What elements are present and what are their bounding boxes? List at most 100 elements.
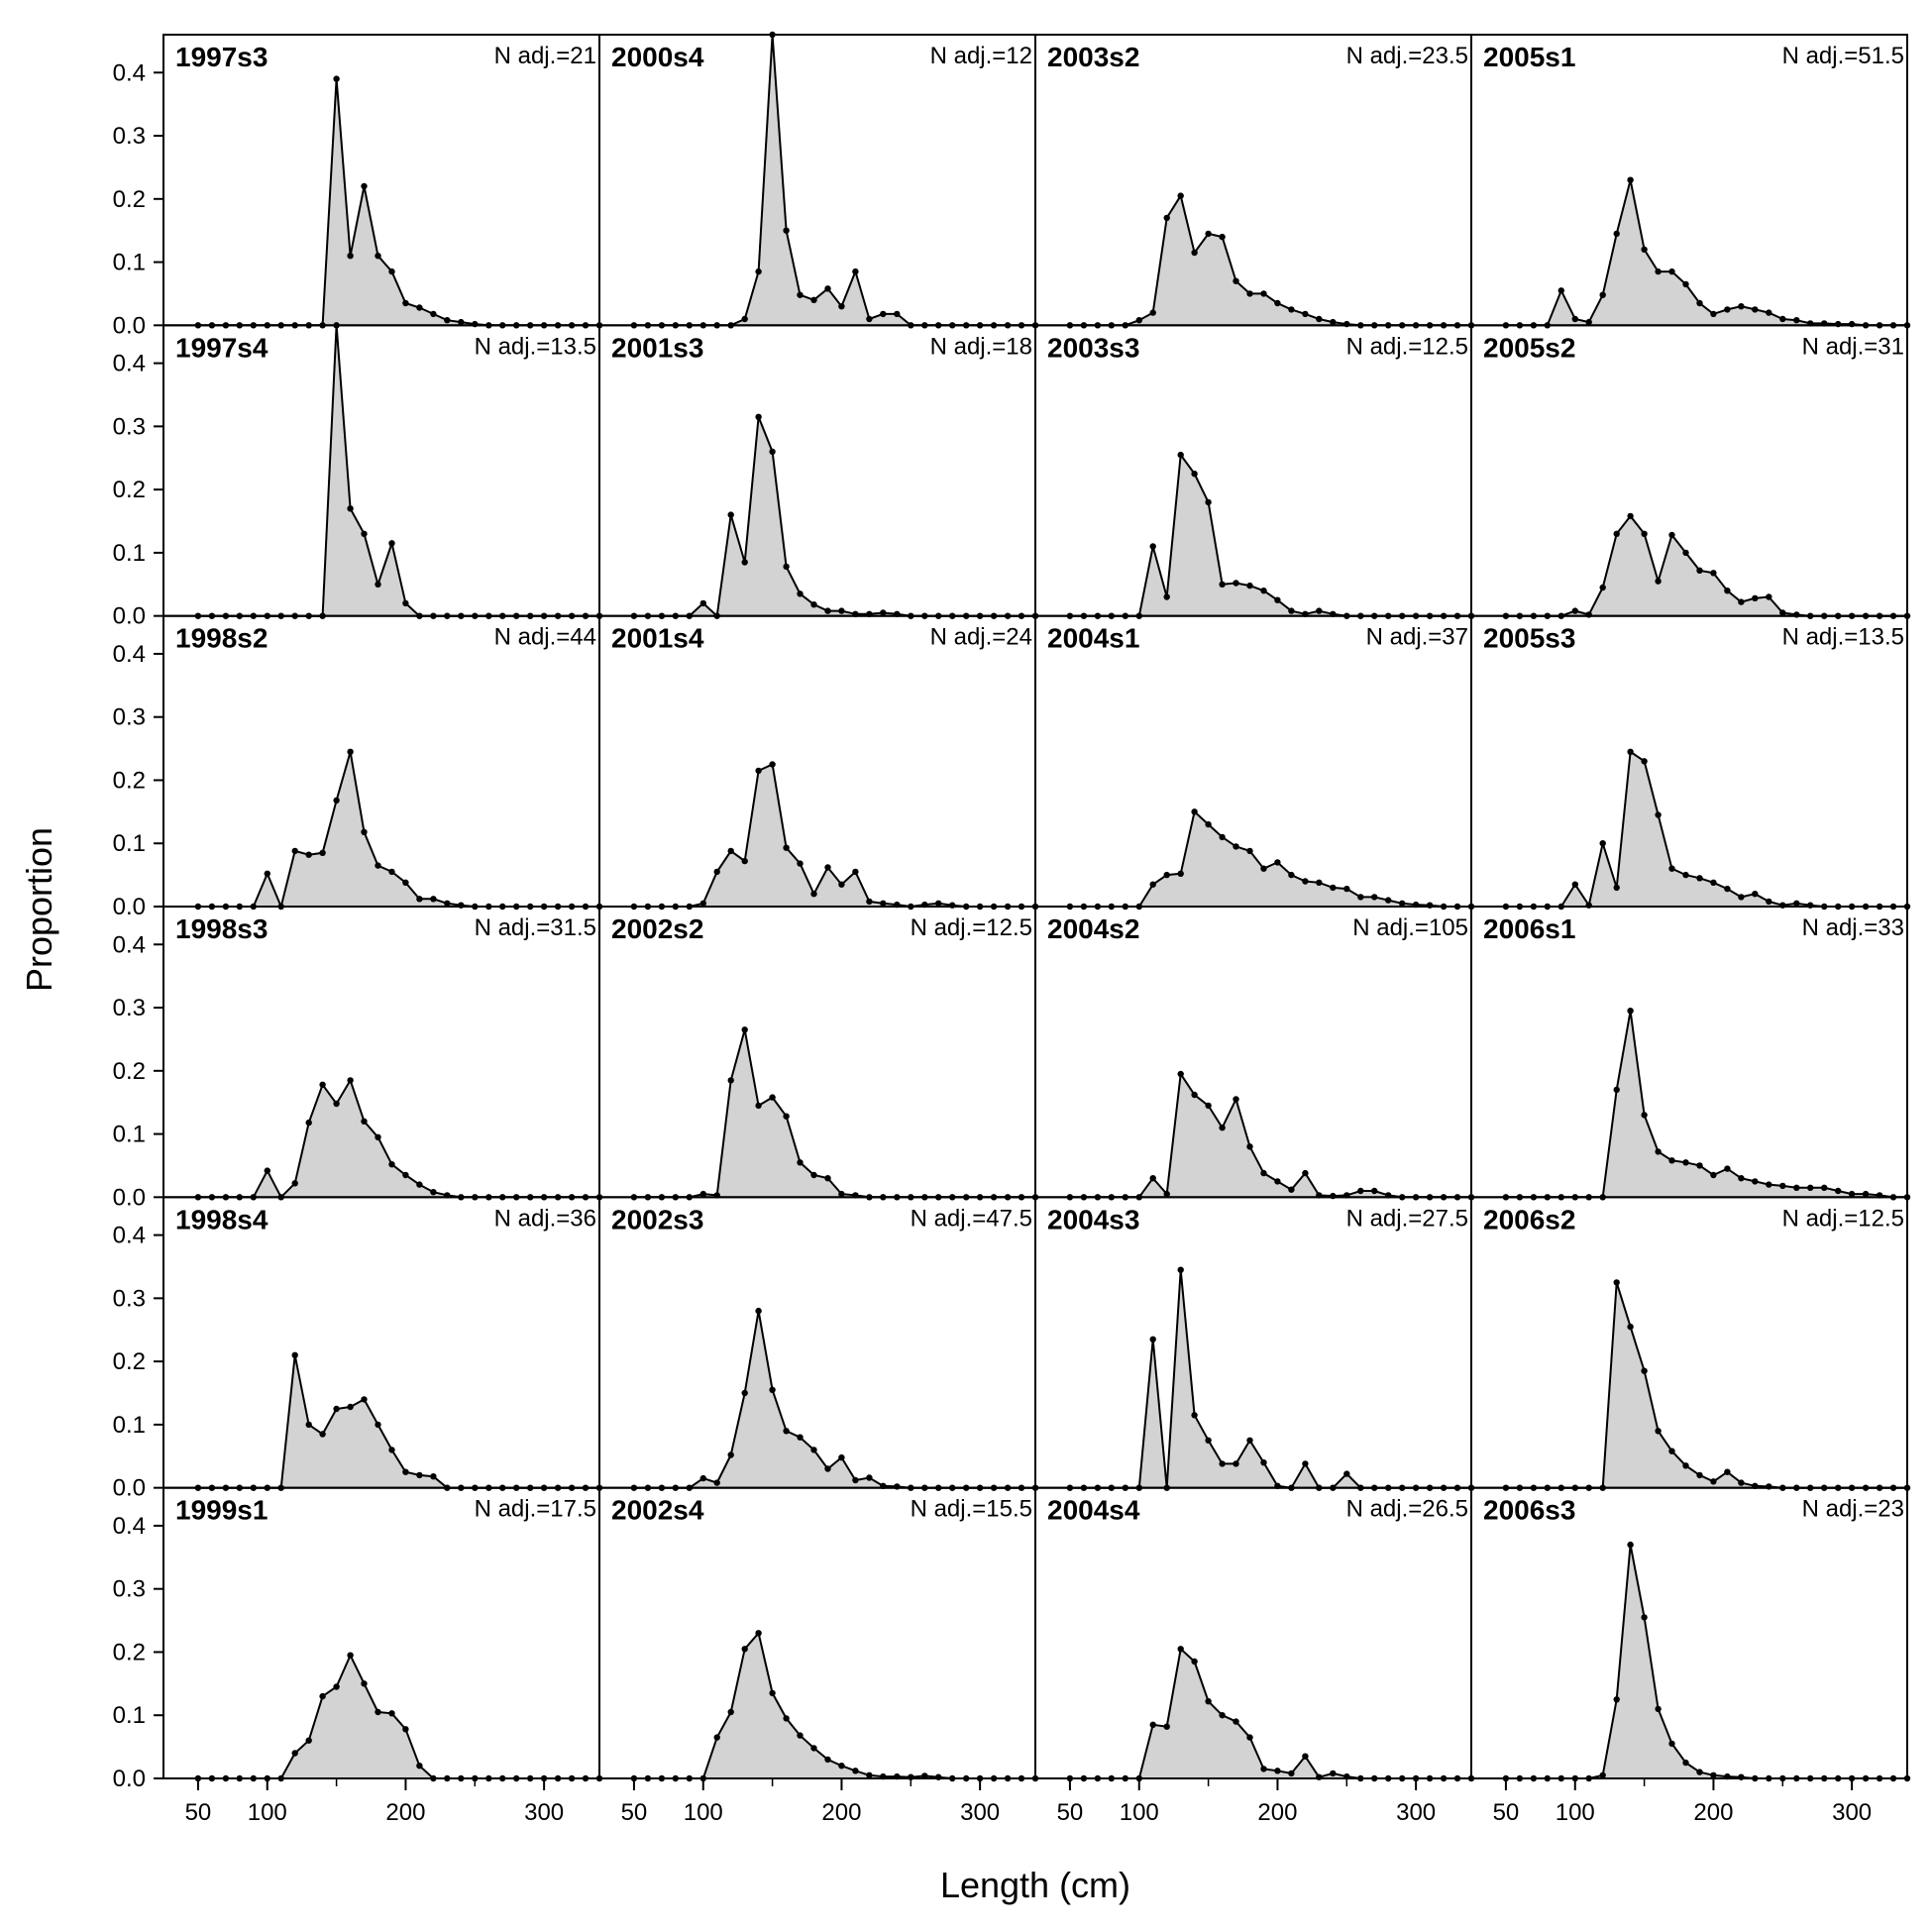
data-point bbox=[838, 1453, 845, 1461]
data-point bbox=[699, 900, 706, 907]
panel-label: 2001s3 bbox=[611, 332, 703, 363]
y-tick-label: 0.1 bbox=[113, 1702, 146, 1729]
x-tick-label: 100 bbox=[1120, 1799, 1159, 1826]
y-tick-label: 0.1 bbox=[113, 250, 146, 276]
data-point bbox=[1710, 1771, 1717, 1779]
panel-label: 2002s3 bbox=[611, 1204, 703, 1234]
panel-2004s4: 2004s4 N adj.=26.5 bbox=[1034, 1486, 1475, 1782]
data-point bbox=[755, 767, 762, 775]
data-point bbox=[361, 530, 368, 537]
data-point bbox=[1371, 894, 1378, 901]
data-point bbox=[1316, 315, 1323, 323]
panel-border bbox=[1470, 34, 1908, 327]
data-point bbox=[1710, 1171, 1717, 1179]
panel-label: 2003s3 bbox=[1047, 332, 1139, 363]
area-fill bbox=[197, 1655, 599, 1778]
data-point bbox=[361, 1118, 368, 1126]
panel-label: 1999s1 bbox=[175, 1495, 268, 1526]
data-point bbox=[880, 310, 887, 318]
data-point bbox=[935, 900, 942, 907]
data-point bbox=[1793, 900, 1800, 907]
n-adj-label: N adj.=37 bbox=[1366, 624, 1468, 651]
data-point bbox=[797, 1732, 804, 1739]
data-point bbox=[1793, 1184, 1800, 1192]
data-point bbox=[347, 253, 354, 260]
panel-border bbox=[1470, 1486, 1908, 1779]
n-adj-label: N adj.=12.5 bbox=[1346, 333, 1468, 360]
panels-grid: 1997s3 N adj.=21 1997s4 N adj.=13.5 1998s2 N … bbox=[162, 31, 1911, 1782]
data-point bbox=[402, 879, 409, 886]
data-point bbox=[1613, 1696, 1620, 1703]
data-point bbox=[361, 182, 368, 190]
y-tick-label: 0.4 bbox=[113, 641, 146, 668]
data-point bbox=[1177, 451, 1184, 459]
data-point bbox=[1233, 1096, 1239, 1103]
data-point bbox=[1177, 870, 1184, 877]
panel-2005s2: 2005s2 N adj.=31 bbox=[1470, 324, 1911, 619]
data-point bbox=[1766, 309, 1772, 316]
y-tick-label: 0.0 bbox=[113, 603, 146, 630]
data-point bbox=[375, 253, 381, 260]
data-point bbox=[1724, 588, 1731, 594]
data-point bbox=[458, 318, 465, 326]
series-line bbox=[1069, 1269, 1471, 1489]
data-point bbox=[810, 1171, 817, 1179]
data-point bbox=[699, 1190, 706, 1198]
data-point bbox=[755, 1307, 762, 1315]
x-tick-label: 100 bbox=[248, 1799, 287, 1826]
data-point bbox=[1205, 498, 1212, 506]
data-point bbox=[1710, 570, 1717, 577]
x-tick-label: 200 bbox=[821, 1799, 861, 1826]
data-point bbox=[1752, 1178, 1759, 1185]
data-point bbox=[361, 828, 368, 835]
data-point bbox=[388, 1447, 395, 1453]
panel-2002s2: 2002s2 N adj.=12.5 bbox=[598, 906, 1039, 1201]
area-fill bbox=[633, 416, 1035, 616]
data-point bbox=[361, 1396, 368, 1403]
n-adj-label: N adj.=17.5 bbox=[475, 1496, 596, 1523]
data-point bbox=[319, 1081, 326, 1089]
data-point bbox=[1696, 875, 1703, 882]
data-point bbox=[1599, 291, 1606, 298]
data-point bbox=[1163, 593, 1170, 600]
data-point bbox=[866, 1771, 873, 1779]
series-line bbox=[1505, 1282, 1907, 1489]
data-point bbox=[375, 862, 381, 869]
n-adj-label: N adj.=23 bbox=[1802, 1496, 1904, 1523]
area-fill bbox=[1069, 1269, 1471, 1488]
data-point bbox=[1641, 530, 1648, 537]
data-point bbox=[1385, 897, 1392, 904]
panel-label: 1998s2 bbox=[175, 623, 268, 654]
data-point bbox=[1655, 1705, 1662, 1713]
data-point bbox=[1163, 214, 1170, 222]
data-point bbox=[838, 1763, 845, 1770]
y-tick-label: 0.1 bbox=[113, 830, 146, 857]
data-point bbox=[402, 1726, 409, 1733]
data-point bbox=[1274, 1768, 1281, 1774]
data-point bbox=[1710, 879, 1717, 886]
y-tick-label: 0.3 bbox=[113, 413, 146, 440]
data-point bbox=[810, 601, 817, 608]
data-point bbox=[1260, 1766, 1267, 1772]
data-point bbox=[1149, 1336, 1156, 1343]
data-point bbox=[430, 1189, 437, 1196]
data-point bbox=[880, 609, 887, 616]
data-point bbox=[755, 1102, 762, 1110]
data-point bbox=[824, 1465, 831, 1472]
data-point bbox=[1274, 596, 1281, 603]
data-point bbox=[1668, 1448, 1675, 1454]
data-point bbox=[1682, 280, 1689, 288]
data-point bbox=[824, 607, 831, 614]
data-point bbox=[333, 1683, 340, 1690]
panel-label: 2003s2 bbox=[1047, 42, 1139, 72]
data-point bbox=[699, 1474, 706, 1482]
data-point bbox=[1766, 593, 1772, 600]
data-point bbox=[1288, 1186, 1295, 1193]
data-point bbox=[727, 1708, 734, 1716]
panel-label: 1997s3 bbox=[175, 42, 268, 72]
panel-2001s4: 2001s4 N adj.=24 bbox=[598, 614, 1039, 911]
data-point bbox=[1233, 580, 1239, 587]
panel-1998s2: 1998s2 N adj.=44 bbox=[162, 614, 603, 911]
y-tick-label: 0.2 bbox=[113, 767, 146, 794]
